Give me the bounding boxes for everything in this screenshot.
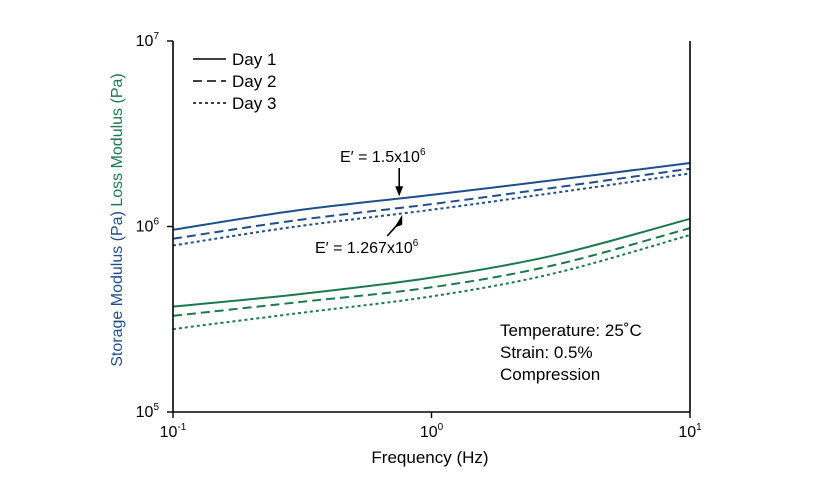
legend-item: Day 2 [193,72,276,91]
condition-line: Compression [500,365,600,384]
series-line-storage-day3 [172,172,691,247]
condition-line: Temperature: 25˚C [500,321,642,340]
series-layer [172,162,691,331]
annotation-day3: E′ = 1.267x106 [315,238,419,257]
legend-label: Day 2 [232,72,276,91]
series-line-storage-day2 [172,167,691,240]
series-line-loss-day2 [172,227,691,317]
annotation-day1: E′ = 1.5x106 [340,147,426,166]
x-tick-label: 10-1 [160,422,187,441]
annotation-arrowhead-day1 [395,186,404,197]
x-axis-label: Frequency (Hz) [371,448,488,467]
legend-label: Day 3 [232,94,276,113]
y-tick-label: 107 [136,31,160,50]
annotation-layer: E′ = 1.5x106 E′ = 1.267x106 [315,147,426,257]
ticks-layer: 10-1 100 101 105 106 107 [136,31,702,441]
y-axis-label-loss: Loss Modulus (Pa) [109,73,126,206]
series-line-loss-day3 [172,234,691,331]
legend-item: Day 1 [193,50,276,69]
series-line-storage-day1 [172,162,691,231]
condition-line: Strain: 0.5% [500,343,593,362]
legend-label: Day 1 [232,50,276,69]
x-tick-label: 100 [420,422,444,441]
y-axis-label: Storage Modulus (Pa) Loss Modulus (Pa) [109,73,126,366]
y-tick-label: 106 [136,217,160,236]
series-line-loss-day1 [172,217,691,308]
y-tick-label: 105 [136,402,160,421]
conditions-block: Temperature: 25˚C Strain: 0.5% Compression [500,321,642,384]
annotation-arrowhead-day3 [394,214,403,228]
x-tick-label: 101 [678,422,702,441]
legend: Day 1 Day 2 Day 3 [193,50,276,113]
y-axis-label-storage: Storage Modulus (Pa) [109,211,126,367]
legend-item: Day 3 [193,94,276,113]
